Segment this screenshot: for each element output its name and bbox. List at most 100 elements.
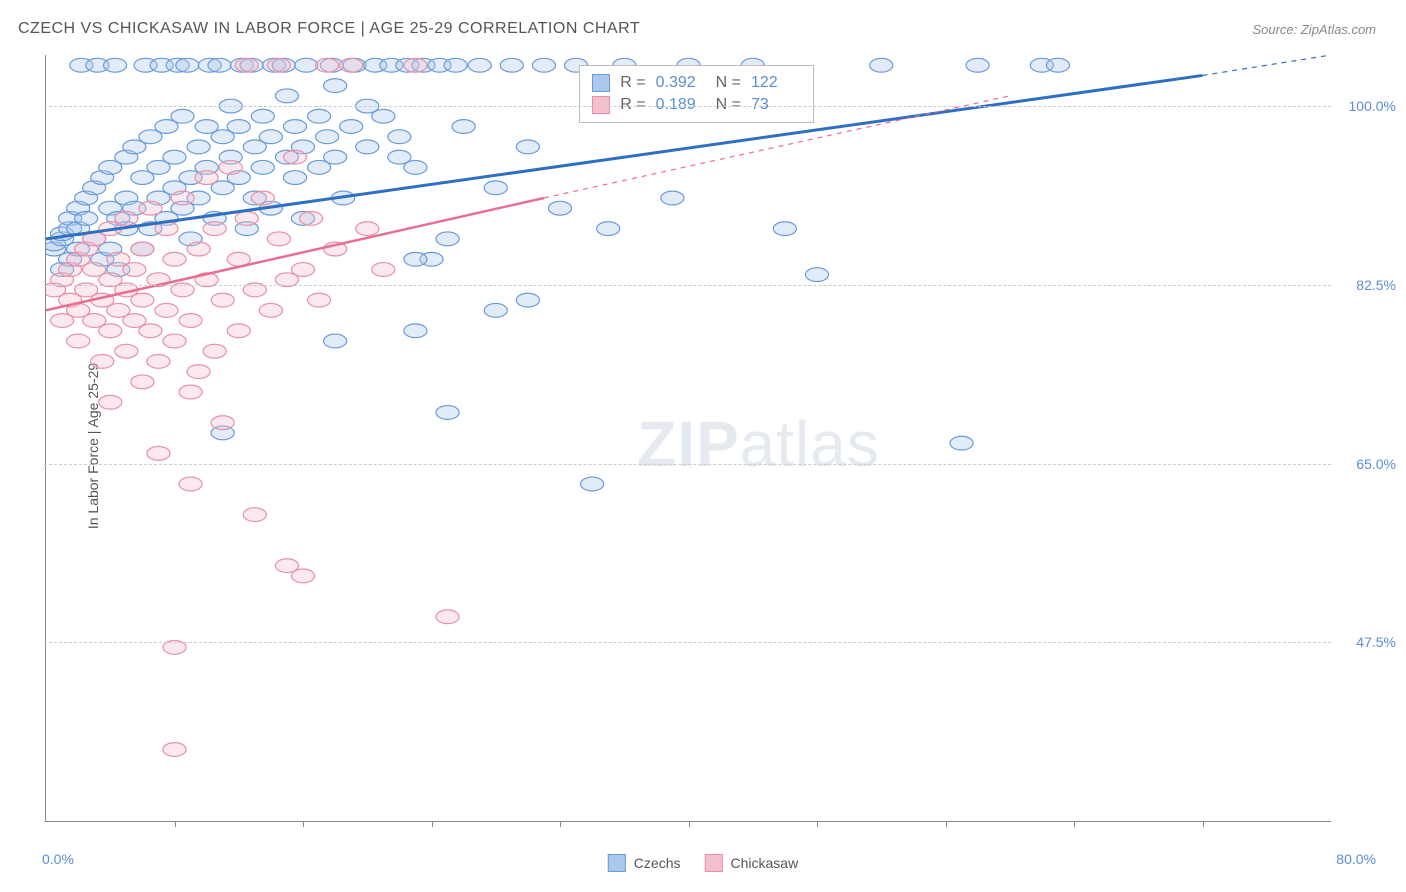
data-point — [211, 416, 234, 430]
data-point — [404, 58, 427, 72]
data-point — [75, 212, 98, 226]
x-axis-min-label: 0.0% — [42, 851, 74, 867]
data-point — [295, 58, 318, 72]
legend-label: Czechs — [634, 855, 681, 871]
gridline — [44, 106, 1331, 107]
data-point — [147, 446, 170, 460]
data-point — [500, 58, 523, 72]
stats-n-label: N = — [716, 74, 741, 92]
stats-n-value: 122 — [751, 74, 801, 92]
data-point — [548, 201, 571, 215]
data-point — [404, 252, 427, 266]
gridline — [44, 285, 1331, 286]
data-point — [597, 222, 620, 236]
data-point — [203, 344, 226, 358]
x-tick — [303, 821, 304, 827]
data-point — [966, 58, 989, 72]
legend-swatch — [608, 854, 626, 872]
data-point — [275, 89, 298, 103]
data-point — [227, 324, 250, 338]
data-point — [805, 268, 828, 282]
data-point — [203, 222, 226, 236]
stats-n-value: 73 — [751, 96, 801, 114]
data-point — [187, 365, 210, 379]
data-point — [356, 140, 379, 154]
legend-swatch — [704, 854, 722, 872]
data-point — [388, 130, 411, 144]
data-point — [99, 324, 122, 338]
data-point — [267, 232, 290, 246]
data-point — [316, 130, 339, 144]
stats-r-label: R = — [620, 74, 645, 92]
data-point — [251, 109, 274, 123]
data-point — [131, 375, 154, 389]
data-point — [163, 252, 186, 266]
x-tick — [817, 821, 818, 827]
data-point — [870, 58, 893, 72]
data-point — [372, 109, 395, 123]
x-tick — [689, 821, 690, 827]
legend-label: Chickasaw — [730, 855, 798, 871]
data-point — [324, 79, 347, 93]
x-tick — [1203, 821, 1204, 827]
data-point — [115, 344, 138, 358]
data-point — [283, 171, 306, 185]
stats-r-label: R = — [620, 96, 645, 114]
data-point — [235, 58, 258, 72]
data-point — [179, 314, 202, 328]
data-point — [251, 191, 274, 205]
y-tick-label: 100.0% — [1349, 98, 1396, 114]
x-tick — [560, 821, 561, 827]
x-tick — [175, 821, 176, 827]
data-point — [267, 58, 290, 72]
data-point — [661, 191, 684, 205]
data-point — [155, 303, 178, 317]
data-point — [283, 120, 306, 134]
stats-r-value: 0.189 — [656, 96, 706, 114]
gridline — [44, 464, 1331, 465]
plot-area: R = 0.392 N = 122 R = 0.189 N = 73 ZIPat… — [45, 55, 1331, 822]
data-point — [516, 140, 539, 154]
data-point — [324, 334, 347, 348]
data-point — [484, 303, 507, 317]
data-point — [436, 610, 459, 624]
data-point — [187, 242, 210, 256]
data-point — [208, 58, 231, 72]
y-tick-label: 82.5% — [1356, 277, 1396, 293]
data-point — [163, 334, 186, 348]
data-point — [291, 569, 314, 583]
stats-row: R = 0.189 N = 73 — [592, 94, 801, 116]
data-point — [179, 477, 202, 491]
data-point — [773, 222, 796, 236]
data-point — [227, 120, 250, 134]
x-tick — [432, 821, 433, 827]
stats-row: R = 0.392 N = 122 — [592, 72, 801, 94]
data-point — [299, 212, 322, 226]
data-point — [195, 171, 218, 185]
data-point — [532, 58, 555, 72]
data-point — [283, 150, 306, 164]
data-point — [950, 436, 973, 450]
y-tick-label: 47.5% — [1356, 634, 1396, 650]
data-point — [67, 334, 90, 348]
x-tick — [946, 821, 947, 827]
stats-n-label: N = — [716, 96, 741, 114]
stats-swatch — [592, 74, 610, 92]
data-point — [176, 58, 199, 72]
data-point — [468, 58, 491, 72]
data-point — [372, 263, 395, 277]
data-point — [307, 293, 330, 307]
data-point — [219, 160, 242, 174]
data-point — [115, 212, 138, 226]
data-point — [99, 395, 122, 409]
data-point — [356, 222, 379, 236]
data-point — [404, 324, 427, 338]
trend-line-extend — [1203, 55, 1332, 75]
data-point — [259, 130, 282, 144]
legend-item: Chickasaw — [704, 854, 798, 872]
chart-title: CZECH VS CHICKASAW IN LABOR FORCE | AGE … — [18, 20, 640, 38]
x-tick — [1074, 821, 1075, 827]
data-point — [436, 406, 459, 420]
x-axis-max-label: 80.0% — [1336, 851, 1376, 867]
legend: Czechs Chickasaw — [608, 854, 798, 872]
